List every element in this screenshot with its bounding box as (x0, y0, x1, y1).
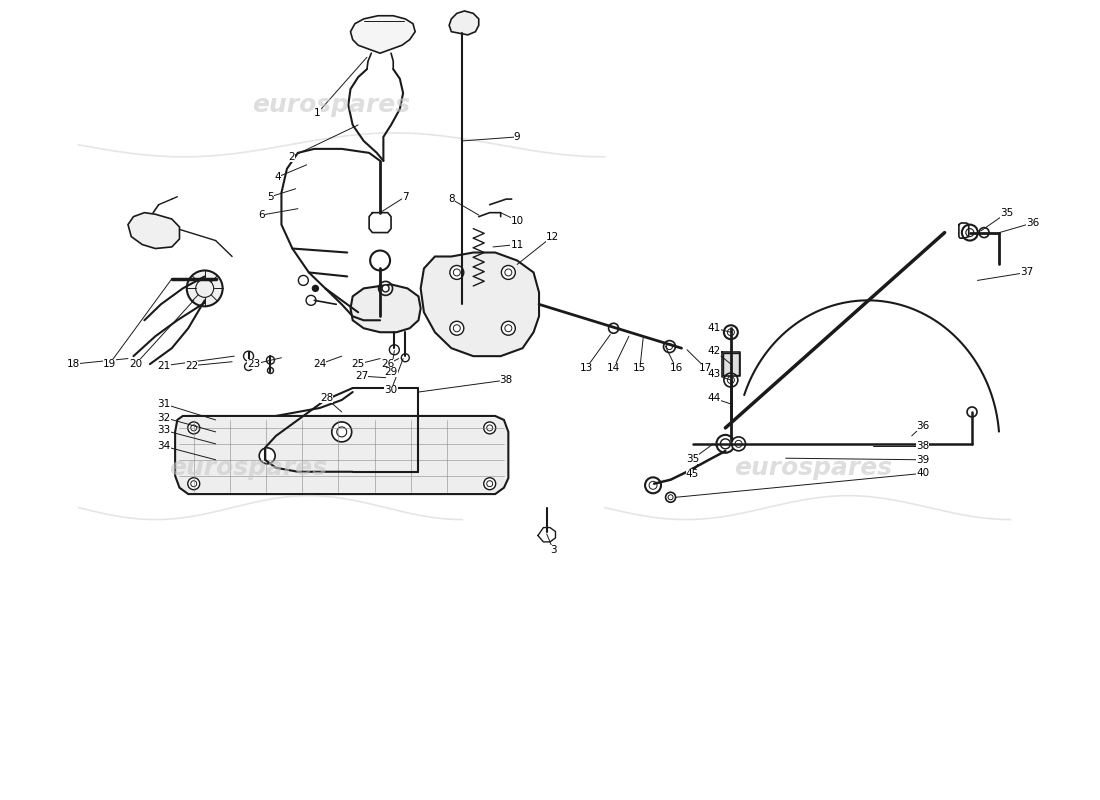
Circle shape (716, 435, 735, 453)
Circle shape (967, 407, 977, 417)
Circle shape (188, 422, 200, 434)
Text: 33: 33 (157, 426, 170, 435)
Text: 4: 4 (275, 172, 282, 182)
Polygon shape (449, 11, 478, 35)
Text: 7: 7 (402, 192, 408, 202)
Text: 37: 37 (1020, 267, 1034, 278)
Text: 24: 24 (314, 359, 327, 369)
Text: 31: 31 (157, 399, 170, 409)
Text: 13: 13 (580, 363, 593, 373)
Text: 16: 16 (670, 363, 683, 373)
Circle shape (260, 448, 275, 464)
Circle shape (312, 286, 318, 291)
Circle shape (450, 266, 464, 279)
Circle shape (502, 266, 515, 279)
Text: 43: 43 (707, 370, 722, 379)
Circle shape (450, 322, 464, 335)
Circle shape (666, 492, 675, 502)
Text: eurospares: eurospares (734, 456, 892, 480)
Circle shape (979, 228, 989, 238)
Text: 36: 36 (916, 421, 930, 430)
Circle shape (484, 478, 496, 490)
Text: eurospares: eurospares (252, 93, 410, 117)
Text: 36: 36 (1025, 218, 1038, 228)
Text: 12: 12 (546, 231, 559, 242)
Text: 17: 17 (698, 363, 713, 373)
Text: 1: 1 (315, 108, 321, 118)
Text: 29: 29 (384, 367, 398, 377)
Circle shape (724, 326, 738, 339)
Text: 5: 5 (267, 192, 274, 202)
Circle shape (645, 478, 661, 494)
Text: 35: 35 (1001, 208, 1014, 218)
Text: 38: 38 (916, 442, 930, 451)
Circle shape (332, 422, 352, 442)
Text: 20: 20 (129, 359, 142, 369)
Text: 38: 38 (499, 375, 513, 385)
Polygon shape (420, 253, 539, 356)
Circle shape (382, 285, 389, 292)
Text: 28: 28 (320, 394, 333, 403)
Text: 27: 27 (355, 371, 368, 381)
Text: 2: 2 (288, 152, 295, 162)
Circle shape (724, 373, 738, 387)
Text: 18: 18 (66, 359, 80, 369)
Text: 9: 9 (514, 132, 520, 142)
Text: 19: 19 (102, 359, 116, 369)
Polygon shape (351, 285, 420, 332)
Text: 23: 23 (248, 359, 261, 369)
Text: eurospares: eurospares (169, 456, 328, 480)
Text: 25: 25 (352, 359, 365, 369)
Text: 11: 11 (510, 239, 524, 250)
Text: 45: 45 (686, 469, 700, 479)
Text: 6: 6 (258, 210, 265, 220)
Text: 21: 21 (157, 361, 170, 370)
Text: 40: 40 (916, 468, 930, 478)
Circle shape (484, 422, 496, 434)
Text: 39: 39 (916, 454, 930, 465)
Text: 41: 41 (707, 323, 722, 334)
Circle shape (187, 270, 222, 306)
Circle shape (732, 437, 746, 451)
Text: 15: 15 (634, 363, 647, 373)
Circle shape (502, 322, 515, 335)
Text: 44: 44 (707, 394, 722, 403)
Text: 3: 3 (550, 545, 557, 555)
Text: 14: 14 (607, 363, 620, 373)
Polygon shape (175, 416, 508, 494)
Text: 34: 34 (157, 442, 170, 451)
Text: 8: 8 (448, 194, 454, 204)
Text: 30: 30 (385, 386, 397, 395)
Polygon shape (351, 16, 415, 54)
Circle shape (188, 478, 200, 490)
Text: 35: 35 (686, 454, 700, 464)
Text: 26: 26 (381, 359, 395, 369)
Circle shape (961, 225, 978, 241)
Text: 42: 42 (707, 346, 722, 355)
Circle shape (608, 323, 618, 334)
Text: 22: 22 (185, 361, 198, 370)
Polygon shape (723, 353, 738, 375)
Text: 10: 10 (510, 216, 524, 226)
Polygon shape (128, 213, 179, 249)
Text: 32: 32 (157, 413, 170, 422)
Circle shape (663, 341, 675, 353)
